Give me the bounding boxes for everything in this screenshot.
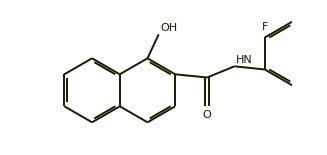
Text: HN: HN [235, 55, 252, 65]
Text: O: O [203, 109, 212, 120]
Text: OH: OH [160, 23, 178, 33]
Text: F: F [262, 22, 268, 32]
